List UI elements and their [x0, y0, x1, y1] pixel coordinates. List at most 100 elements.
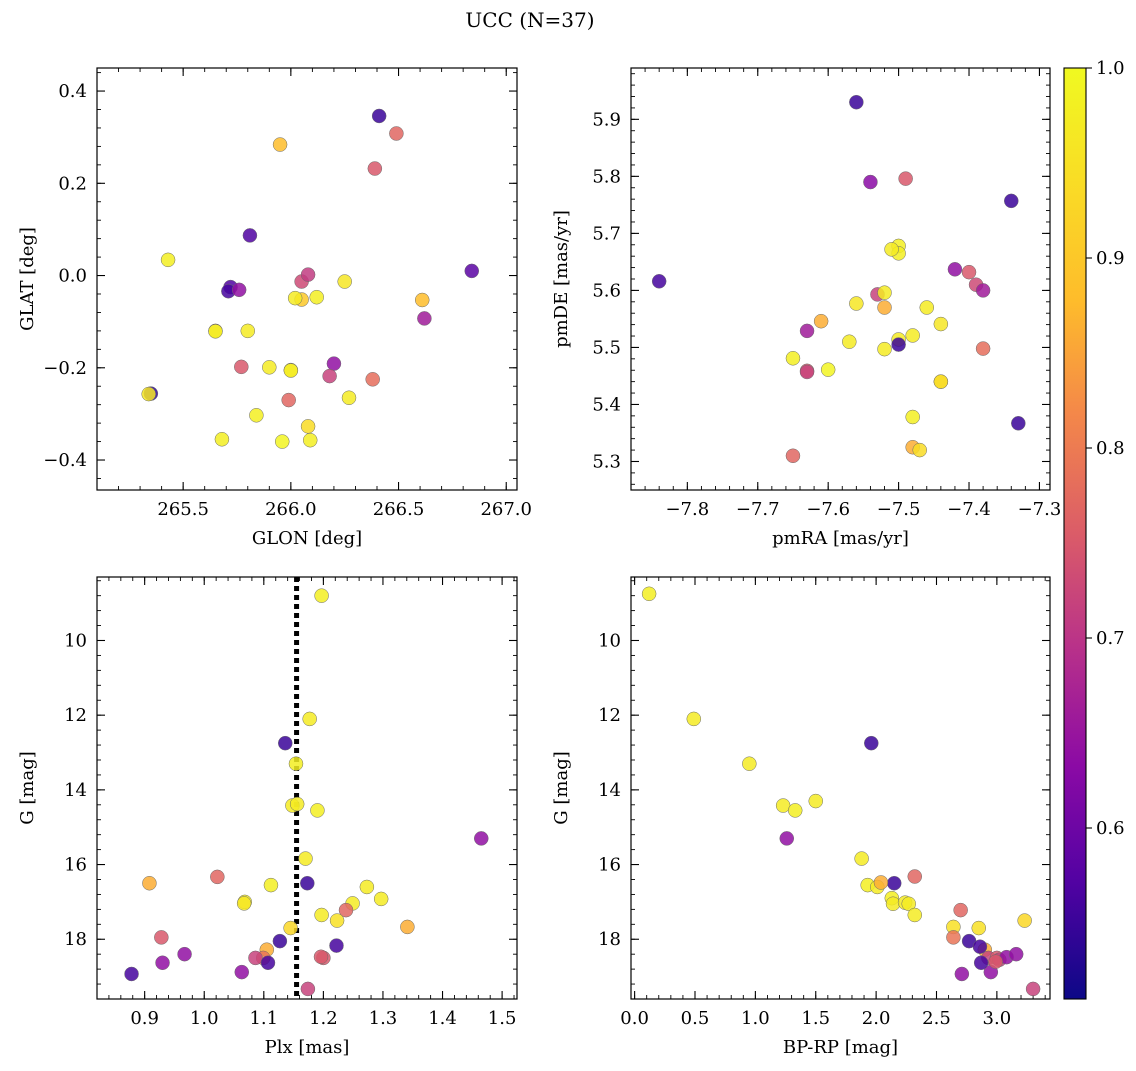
y-tick-label: 5.4	[592, 394, 621, 415]
data-point	[338, 902, 354, 918]
y-tick-label: 5.6	[592, 280, 621, 301]
x-tick-label: −7.3	[1018, 499, 1062, 520]
y-axis-label: pmDE [mas/yr]	[551, 210, 572, 348]
y-tick-label: 12	[64, 705, 87, 726]
data-point	[1025, 981, 1041, 997]
data-point	[155, 955, 170, 971]
y-tick-label: 14	[598, 780, 621, 801]
y-tick-label: 5.9	[592, 109, 621, 130]
data-point	[898, 171, 913, 186]
data-point	[946, 930, 961, 945]
data-point	[464, 263, 480, 279]
data-point	[281, 392, 296, 408]
data-point	[274, 434, 290, 449]
y-tick-label: 5.3	[592, 451, 621, 472]
data-point	[283, 363, 299, 378]
data-point	[474, 831, 489, 846]
data-point	[1017, 913, 1032, 928]
data-point	[785, 448, 801, 464]
data-point	[975, 341, 991, 356]
x-tick-label: 1.3	[369, 1008, 398, 1029]
data-point	[651, 274, 667, 289]
data-point	[849, 296, 864, 311]
data-point	[854, 851, 869, 866]
data-point	[842, 334, 857, 349]
data-point	[329, 913, 345, 928]
x-tick-label: 265.5	[157, 499, 209, 520]
panel-glon-glat: 265.5 266.0 266.5 267.0 −0.4 −0.2 0.0 0.2 0.4 GLO…	[17, 67, 532, 549]
data-point	[813, 313, 829, 329]
axes-frame	[96, 576, 518, 1000]
x-tick-label: 1.2	[309, 1008, 338, 1029]
data-point	[779, 831, 795, 846]
data-point	[799, 364, 815, 380]
data-point	[884, 242, 899, 257]
data-point	[272, 137, 288, 152]
y-axis-label: GLAT [deg]	[17, 227, 38, 331]
data-point	[248, 950, 263, 966]
data-point	[988, 954, 1003, 969]
axes-frame	[630, 67, 1051, 491]
data-point	[907, 907, 923, 923]
data-point	[234, 964, 250, 980]
x-axis-label: GLON [deg]	[252, 528, 362, 549]
data-point	[359, 879, 375, 895]
data-point	[260, 955, 276, 971]
data-point	[272, 933, 288, 949]
data-point	[373, 891, 389, 907]
data-point	[742, 756, 757, 771]
data-point	[278, 735, 293, 751]
y-axis-label: G [mag]	[17, 751, 38, 824]
data-point	[289, 796, 305, 812]
colorbar-tick-label: 0.8	[1096, 438, 1125, 459]
data-point	[288, 756, 304, 771]
data-point	[907, 869, 923, 884]
data-point	[365, 372, 380, 387]
data-point	[234, 359, 249, 375]
data-point	[877, 300, 892, 315]
y-tick-label: 5.8	[592, 166, 621, 187]
y-tick-label: 12	[598, 705, 621, 726]
x-tick-label: 0.9	[130, 1008, 159, 1029]
data-point	[953, 902, 968, 918]
data-point	[1011, 416, 1026, 431]
data-point	[905, 328, 920, 343]
data-point	[1004, 193, 1019, 209]
data-point	[242, 228, 258, 243]
x-tick-label: −7.6	[806, 499, 850, 520]
data-point	[240, 323, 256, 339]
data-point	[298, 851, 313, 866]
y-tick-label: 16	[64, 855, 87, 876]
data-point	[208, 324, 223, 339]
data-point	[972, 939, 988, 954]
data-point	[787, 803, 803, 818]
data-point	[885, 896, 901, 912]
y-tick-label: 16	[598, 855, 621, 876]
data-point	[309, 289, 324, 305]
data-point	[302, 711, 317, 727]
data-point	[947, 262, 963, 277]
x-tick-label: 2.0	[862, 1008, 891, 1029]
x-tick-label: 266.0	[265, 499, 317, 520]
data-point	[877, 341, 892, 357]
x-tick-label: 2.5	[922, 1008, 951, 1029]
data-point	[326, 356, 342, 371]
data-point	[820, 362, 836, 377]
data-point	[799, 323, 815, 339]
data-point	[154, 930, 169, 945]
data-point	[933, 316, 949, 332]
y-tick-label: 10	[64, 630, 87, 651]
data-point	[849, 94, 864, 110]
data-point	[973, 955, 989, 971]
axes-frame	[630, 576, 1051, 1000]
data-point	[341, 390, 357, 406]
data-point	[287, 290, 303, 306]
data-point	[954, 966, 970, 982]
x-tick-label: 266.5	[373, 499, 425, 520]
data-point	[313, 949, 329, 965]
data-point	[864, 735, 879, 751]
data-point	[329, 938, 344, 953]
x-tick-label: −7.8	[665, 499, 709, 520]
colorbar-tick-label: 0.9	[1096, 248, 1125, 269]
